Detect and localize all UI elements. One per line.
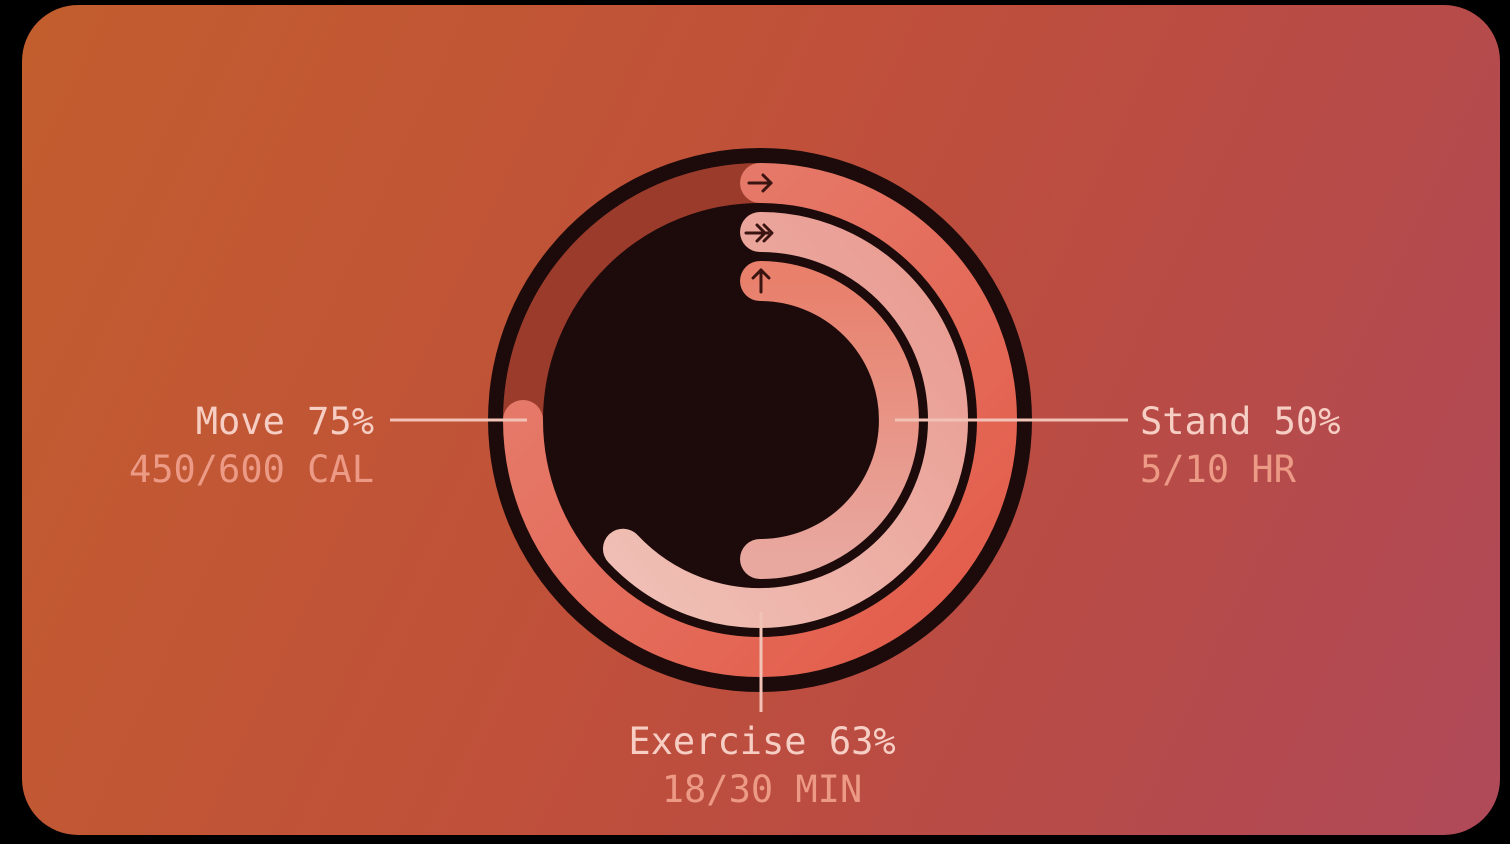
move-value: 450/600 CAL [129, 448, 374, 491]
exercise-ring-progress [602, 212, 968, 628]
move-ring-progress [503, 163, 1017, 677]
exercise-label: Exercise 63% [628, 720, 895, 763]
arrow-up-icon [751, 268, 771, 294]
arrow-right-icon [747, 173, 773, 193]
exercise-value: 18/30 MIN [662, 768, 862, 811]
stand-value: 5/10 HR [1140, 448, 1297, 491]
move-label: Move 75% [196, 400, 374, 443]
stand-label: Stand 50% [1140, 400, 1340, 443]
double-arrow-right-icon [744, 223, 774, 243]
move-ring-track [503, 163, 780, 440]
